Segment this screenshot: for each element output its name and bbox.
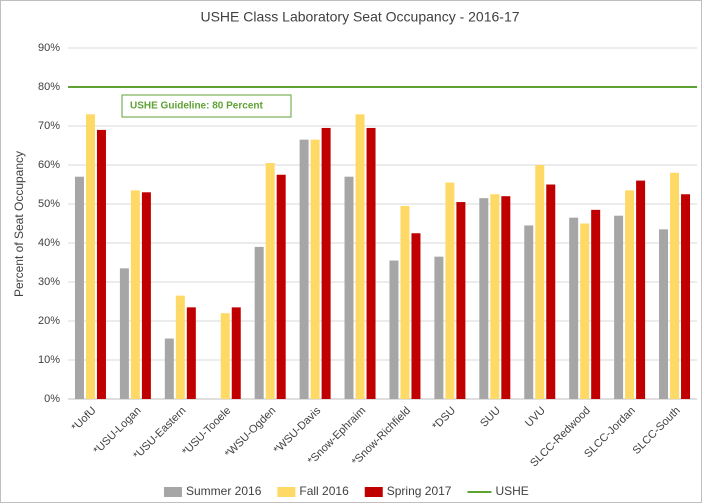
- y-tick-label: 30%: [38, 276, 60, 288]
- bar: [85, 114, 95, 400]
- bar: [625, 190, 635, 399]
- bar: [681, 194, 691, 399]
- bar: [321, 127, 331, 399]
- y-axis-label: Percent of Seat Occupancy: [12, 151, 26, 297]
- chart-title: USHE Class Laboratory Seat Occupancy - 2…: [200, 9, 519, 25]
- bar: [231, 307, 241, 399]
- bar: [659, 229, 669, 399]
- bar: [546, 184, 556, 399]
- y-tick-label: 40%: [38, 237, 60, 249]
- bar: [670, 172, 680, 399]
- annotation-box: [121, 94, 292, 118]
- bar: [535, 165, 545, 399]
- bar: [254, 246, 264, 399]
- y-tick-label: 0%: [44, 393, 60, 405]
- bar: [265, 163, 275, 399]
- bar: [175, 295, 185, 399]
- y-tick-label: 50%: [38, 198, 60, 210]
- bar: [299, 139, 309, 399]
- y-tick-label: 70%: [38, 120, 60, 132]
- bar: [524, 225, 534, 399]
- bar: [580, 223, 590, 399]
- bar: [344, 176, 354, 399]
- bar: [220, 313, 230, 399]
- bar: [456, 202, 466, 399]
- bar: [479, 198, 489, 399]
- bar: [490, 194, 500, 399]
- bar: [141, 192, 151, 399]
- bar: [434, 256, 444, 399]
- bar: [411, 233, 421, 399]
- bar: [445, 182, 455, 399]
- bar: [130, 190, 140, 399]
- bar: [96, 129, 106, 399]
- bar: [119, 268, 129, 399]
- y-tick-label: 60%: [38, 159, 60, 171]
- bar: [355, 114, 365, 400]
- bar: [366, 127, 376, 399]
- legend-label: Fall 2016: [299, 484, 349, 498]
- legend-label: Summer 2016: [186, 484, 262, 498]
- legend-label: USHE: [495, 484, 528, 498]
- legend-label: Spring 2017: [387, 484, 452, 498]
- legend-swatch: [277, 487, 296, 497]
- y-tick-label: 80%: [38, 81, 60, 93]
- y-tick-label: 20%: [38, 315, 60, 327]
- bar: [74, 176, 84, 399]
- legend-swatch: [364, 487, 383, 497]
- legend-swatch: [164, 487, 182, 497]
- bar: [389, 260, 399, 399]
- y-tick-label: 10%: [38, 354, 60, 366]
- bar: [501, 196, 511, 399]
- bar: [636, 180, 646, 399]
- bar: [186, 307, 196, 399]
- bar: [276, 174, 286, 399]
- bar: [614, 215, 624, 399]
- bar: [400, 205, 410, 399]
- annotation: USHE Guideline: 80 Percent: [130, 101, 263, 112]
- bar: [569, 217, 579, 399]
- bar: [591, 209, 601, 399]
- bar: [164, 338, 174, 399]
- bar: [310, 139, 320, 399]
- y-tick-label: 90%: [38, 42, 60, 54]
